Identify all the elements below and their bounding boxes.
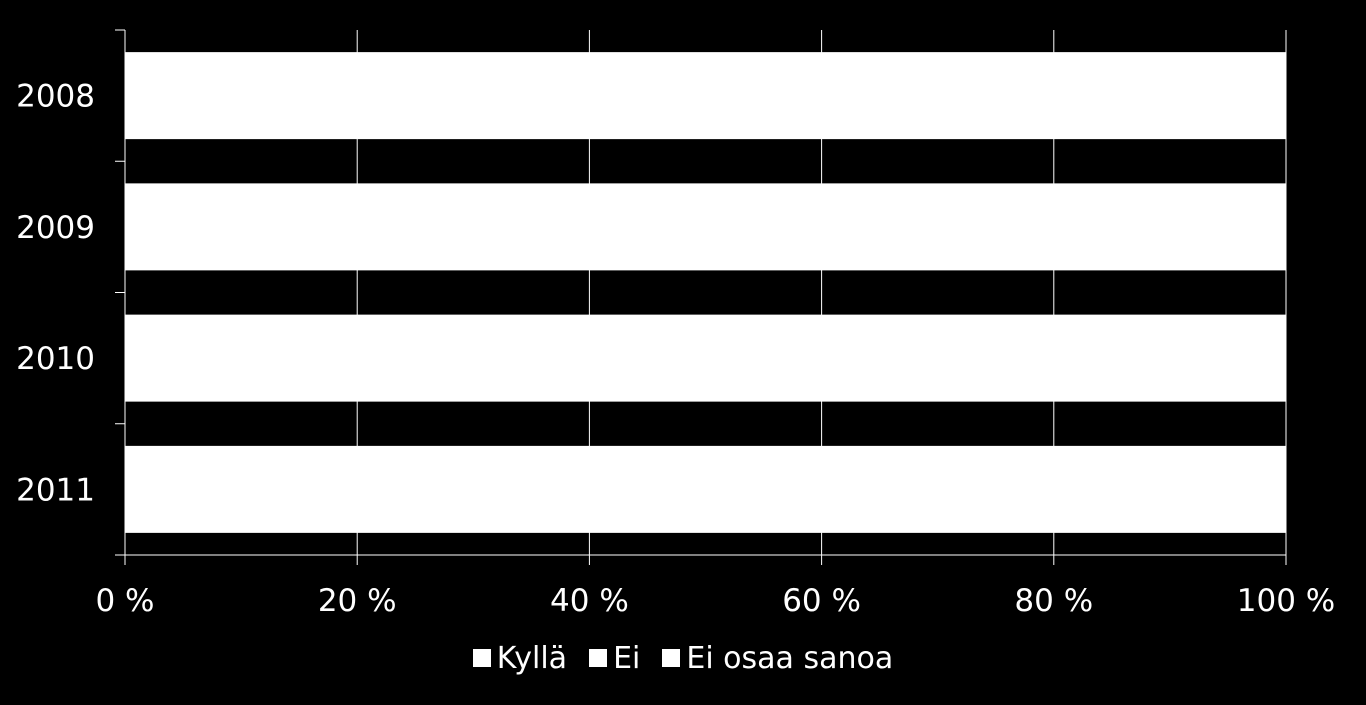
y-tick-label: 2008 (16, 79, 95, 115)
legend-item-ei: Ei (589, 638, 640, 678)
legend-label: Kyllä (496, 640, 568, 676)
x-tick-label: 20 % (318, 583, 397, 619)
legend: Kyllä Ei Ei osaa sanoa (0, 638, 1366, 678)
axes (115, 29, 1287, 565)
x-tick-label: 80 % (1014, 583, 1093, 619)
legend-swatch (662, 649, 681, 667)
legend-swatch (472, 649, 491, 667)
legend-item-kylla: Kyllä (472, 638, 568, 678)
x-tick-label: 100 % (1237, 583, 1335, 619)
bar-segment (125, 445, 1286, 533)
bars (125, 52, 1286, 533)
legend-item-ei-osaa-sanoa: Ei osaa sanoa (662, 638, 893, 678)
legend-label: Ei (613, 640, 641, 676)
bar-segment (125, 183, 1286, 271)
legend-label: Ei osaa sanoa (686, 640, 894, 676)
y-tick-labels: 2008 2009 2010 2011 (16, 79, 95, 509)
bar-segment (125, 52, 1286, 140)
x-tick-label: 40 % (550, 583, 629, 619)
bar-segment (125, 314, 1286, 402)
y-tick-label: 2009 (16, 210, 95, 246)
x-tick-labels: 0 % 20 % 40 % 60 % 80 % 100 % (95, 583, 1335, 619)
x-tick-label: 60 % (782, 583, 861, 619)
x-tick-label: 0 % (95, 583, 154, 619)
legend-swatch (589, 649, 608, 667)
y-tick-label: 2010 (16, 341, 95, 377)
y-tick-label: 2011 (16, 472, 95, 508)
